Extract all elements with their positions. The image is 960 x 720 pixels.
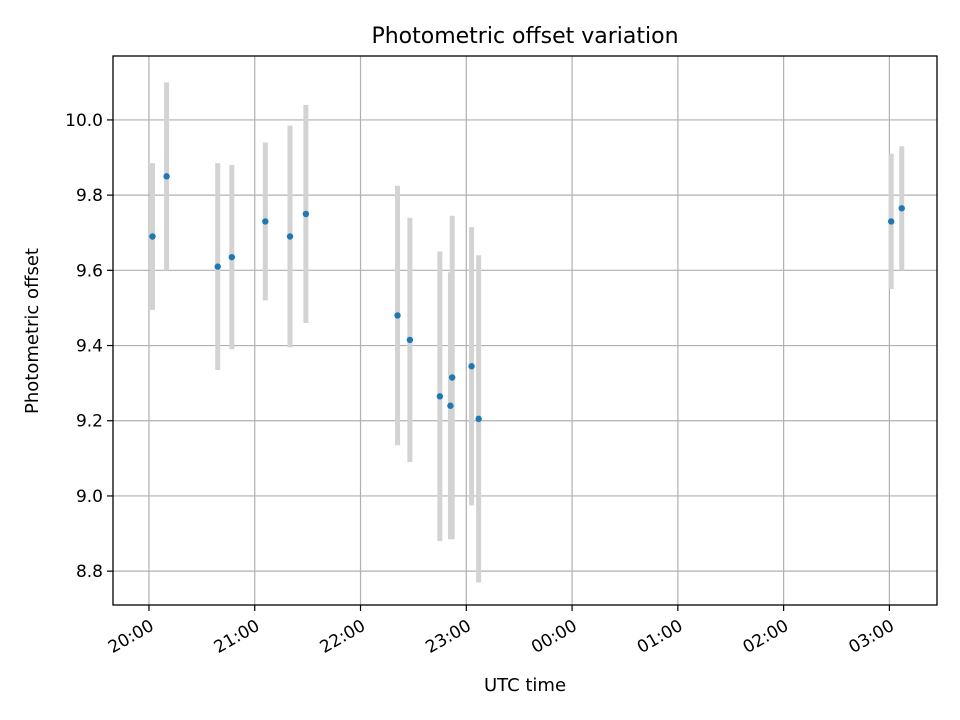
x-tick-label: 23:00: [422, 616, 474, 658]
y-tick-label: 9.0: [76, 487, 103, 507]
x-tick-label: 22:00: [317, 616, 369, 658]
grid: [113, 56, 937, 605]
x-axis-ticks: 20:00 21:00 22:00 23:00 00:00 01:00 02:00 03:00: [105, 605, 898, 658]
data-point: [286, 233, 294, 240]
data-point: [214, 263, 221, 270]
data-point: [887, 218, 895, 225]
data-point: [394, 312, 401, 319]
y-tick-label: 9.6: [76, 261, 103, 281]
error-bars: [149, 82, 905, 583]
x-tick-label: 21:00: [211, 616, 263, 658]
data-point: [475, 415, 482, 423]
x-tick-label: 20:00: [105, 616, 157, 658]
y-tick-label: 9.2: [76, 412, 103, 432]
y-axis-ticks: 8.8 9.0 9.2 9.4 9.6 9.8 10.0: [65, 111, 113, 582]
data-points: [149, 173, 905, 423]
data-point: [436, 393, 444, 400]
y-tick-label: 9.4: [76, 337, 103, 357]
data-point: [406, 336, 414, 344]
data-point: [447, 402, 454, 409]
y-tick-label: 8.8: [76, 562, 103, 582]
y-tick-label: 9.8: [76, 186, 103, 206]
y-tick-label: 10.0: [65, 111, 103, 131]
x-axis-label: UTC time: [484, 675, 566, 696]
x-tick-label: 01:00: [634, 616, 686, 658]
data-point: [228, 253, 236, 261]
data-point: [163, 173, 170, 180]
data-point: [898, 205, 905, 212]
y-axis-label: Photometric offset: [22, 248, 43, 414]
plot-frame: [112, 55, 938, 606]
x-tick-label: 02:00: [740, 616, 792, 658]
x-tick-label: 00:00: [528, 616, 580, 658]
data-point: [302, 210, 310, 218]
chart-title: Photometric offset variation: [371, 24, 678, 49]
x-tick-label: 03:00: [845, 616, 897, 658]
data-point: [262, 218, 269, 225]
data-point: [149, 233, 156, 240]
data-point: [468, 363, 475, 370]
data-point: [448, 374, 456, 381]
